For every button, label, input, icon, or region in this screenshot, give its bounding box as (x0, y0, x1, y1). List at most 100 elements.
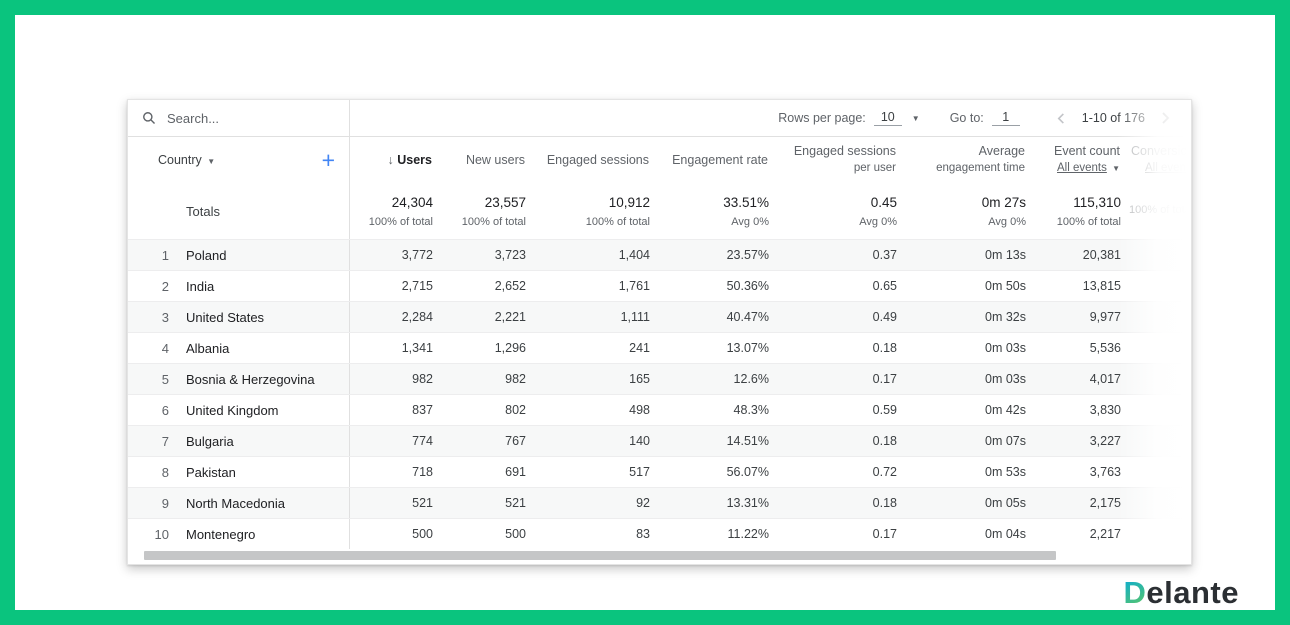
cell-event-count: 3,227 (1089, 434, 1121, 448)
cell-users: 718 (412, 465, 433, 479)
delante-logo-d: D (1123, 575, 1147, 610)
cell-new-users: 1,296 (494, 341, 526, 355)
cell-engaged-sessions-per-user: 0.18 (872, 496, 897, 510)
cell-avg-engagement-time: 0m 42s (985, 403, 1026, 417)
cell-engaged-sessions: 241 (629, 341, 650, 355)
column-header-avg-engagement-time[interactable]: Average engagement time (936, 144, 1025, 175)
table-row: 10 Montenegro 500 500 83 11.22% 0.17 0m … (128, 518, 1191, 549)
rows-per-page-label: Rows per page: (778, 111, 866, 125)
cell-engaged-sessions: 1,761 (618, 279, 650, 293)
table-row: 6 United Kingdom 837 802 498 48.3% 0.59 … (128, 394, 1191, 425)
table-row: 8 Pakistan 718 691 517 56.07% 0.72 0m 53… (128, 456, 1191, 487)
cell-engaged-sessions: 498 (629, 403, 650, 417)
cell-new-users: 691 (505, 465, 526, 479)
cell-event-count: 3,830 (1089, 403, 1121, 417)
horizontal-scrollbar (128, 551, 1191, 561)
cell-users: 2,284 (401, 310, 433, 324)
total-engaged-sessions: 10,912 100% of total (585, 195, 650, 228)
country-name: Pakistan (186, 464, 236, 480)
cell-engaged-sessions-per-user: 0.17 (872, 527, 897, 541)
row-number: 4 (161, 340, 169, 356)
total-engaged-sessions-per-user: 0.45 Avg 0% (859, 195, 897, 228)
column-header-new-users[interactable]: New users (465, 152, 525, 167)
dimension-header-cell: Country ▼ + (128, 137, 350, 183)
total-new-users: 23,557 100% of total (461, 195, 526, 228)
all-events-link[interactable]: All events (1145, 162, 1191, 175)
horizontal-scrollbar-thumb[interactable] (144, 551, 1056, 560)
dimension-select[interactable]: Country ▼ (158, 153, 216, 167)
previous-page-button[interactable] (1050, 106, 1074, 130)
search-input[interactable] (165, 109, 319, 127)
table-header-row: Country ▼ + ↓ Users New users Engaged se… (128, 137, 1191, 183)
country-name: North Macedonia (186, 495, 285, 511)
chevron-down-icon: ▼ (1112, 164, 1120, 174)
cell-engagement-rate: 13.31% (726, 496, 769, 510)
cell-engaged-sessions-per-user: 0.17 (872, 372, 897, 386)
column-header-engagement-rate[interactable]: Engagement rate (672, 152, 768, 167)
column-header-users[interactable]: ↓ Users (387, 152, 432, 167)
totals-label: Totals (186, 203, 220, 219)
cell-engaged-sessions-per-user: 0.49 (872, 310, 897, 324)
table-row: 7 Bulgaria 774 767 140 14.51% 0.18 0m 07… (128, 425, 1191, 456)
sort-descending-icon: ↓ (387, 152, 394, 167)
cell-engagement-rate: 23.57% (726, 248, 769, 262)
country-name: Albania (186, 340, 230, 356)
cell-engaged-sessions-per-user: 0.18 (872, 434, 897, 448)
search-icon (143, 112, 156, 125)
cell-event-count: 4,017 (1089, 372, 1121, 386)
column-header-event-count[interactable]: Event count All events ▼ (1053, 144, 1120, 175)
total-conversions: 100% of total (1129, 204, 1191, 217)
goto-label: Go to: (949, 111, 984, 125)
column-header-engaged-sessions[interactable]: Engaged sessions (546, 152, 649, 167)
rows-per-page-select[interactable]: 10 (873, 110, 902, 126)
delante-logo-text: elante (1146, 575, 1239, 610)
column-header-engaged-sessions-per-user[interactable]: Engaged sessions per user (793, 144, 896, 175)
chevron-down-icon[interactable]: ▼ (911, 113, 920, 123)
column-header-conversions[interactable]: Conversions All events (1121, 143, 1191, 176)
country-name: Montenegro (186, 526, 256, 542)
cell-engaged-sessions-per-user: 0.37 (872, 248, 897, 262)
row-number: 3 (161, 309, 169, 325)
country-name: United States (186, 309, 265, 325)
cell-new-users: 3,723 (494, 248, 526, 262)
chevron-left-icon (1057, 112, 1065, 124)
total-event-count: 115,310 100% of total (1056, 195, 1121, 228)
cell-event-count: 5,536 (1089, 341, 1121, 355)
cell-engagement-rate: 50.36% (726, 279, 769, 293)
table-row: 5 Bosnia & Herzegovina 982 982 165 12.6%… (128, 363, 1191, 394)
analytics-table-card: Rows per page: 10 ▼ Go to: 1 1-10 of 176 (127, 99, 1192, 565)
pagination-controls: Rows per page: 10 ▼ Go to: 1 1-10 of 176 (350, 100, 1191, 136)
cell-users: 2,715 (401, 279, 433, 293)
country-name: Poland (186, 247, 227, 263)
cell-engaged-sessions: 92 (636, 496, 650, 510)
total-avg-engagement-time: 0m 27s Avg 0% (981, 195, 1026, 228)
cell-engaged-sessions: 140 (629, 434, 650, 448)
cell-engaged-sessions: 1,111 (620, 310, 650, 324)
cell-engaged-sessions-per-user: 0.18 (872, 341, 897, 355)
country-name: India (186, 278, 215, 294)
row-number: 2 (161, 278, 169, 294)
add-dimension-button[interactable]: + (321, 146, 335, 173)
table-row: 3 United States 2,284 2,221 1,111 40.47%… (128, 301, 1191, 332)
cell-new-users: 982 (505, 372, 526, 386)
next-page-button[interactable] (1153, 106, 1177, 130)
cell-engaged-sessions: 83 (636, 527, 650, 541)
cell-new-users: 521 (505, 496, 526, 510)
row-number: 9 (161, 495, 169, 511)
all-events-link[interactable]: All events (1057, 162, 1107, 175)
cell-event-count: 13,815 (1082, 279, 1121, 293)
cell-engagement-rate: 48.3% (733, 403, 769, 417)
row-number: 10 (154, 526, 169, 542)
cell-avg-engagement-time: 0m 03s (985, 341, 1026, 355)
cell-users: 837 (412, 403, 433, 417)
cell-engaged-sessions: 517 (629, 465, 650, 479)
cell-users: 1,341 (401, 341, 433, 355)
cell-avg-engagement-time: 0m 53s (985, 465, 1026, 479)
goto-page-input[interactable]: 1 (991, 110, 1020, 126)
total-engagement-rate: 33.51% Avg 0% (723, 195, 769, 228)
cell-avg-engagement-time: 0m 04s (985, 527, 1026, 541)
total-users: 24,304 100% of total (368, 195, 433, 228)
cell-avg-engagement-time: 0m 05s (985, 496, 1026, 510)
totals-row: Totals 24,304 100% of total 23,557 100% of… (128, 183, 1191, 239)
